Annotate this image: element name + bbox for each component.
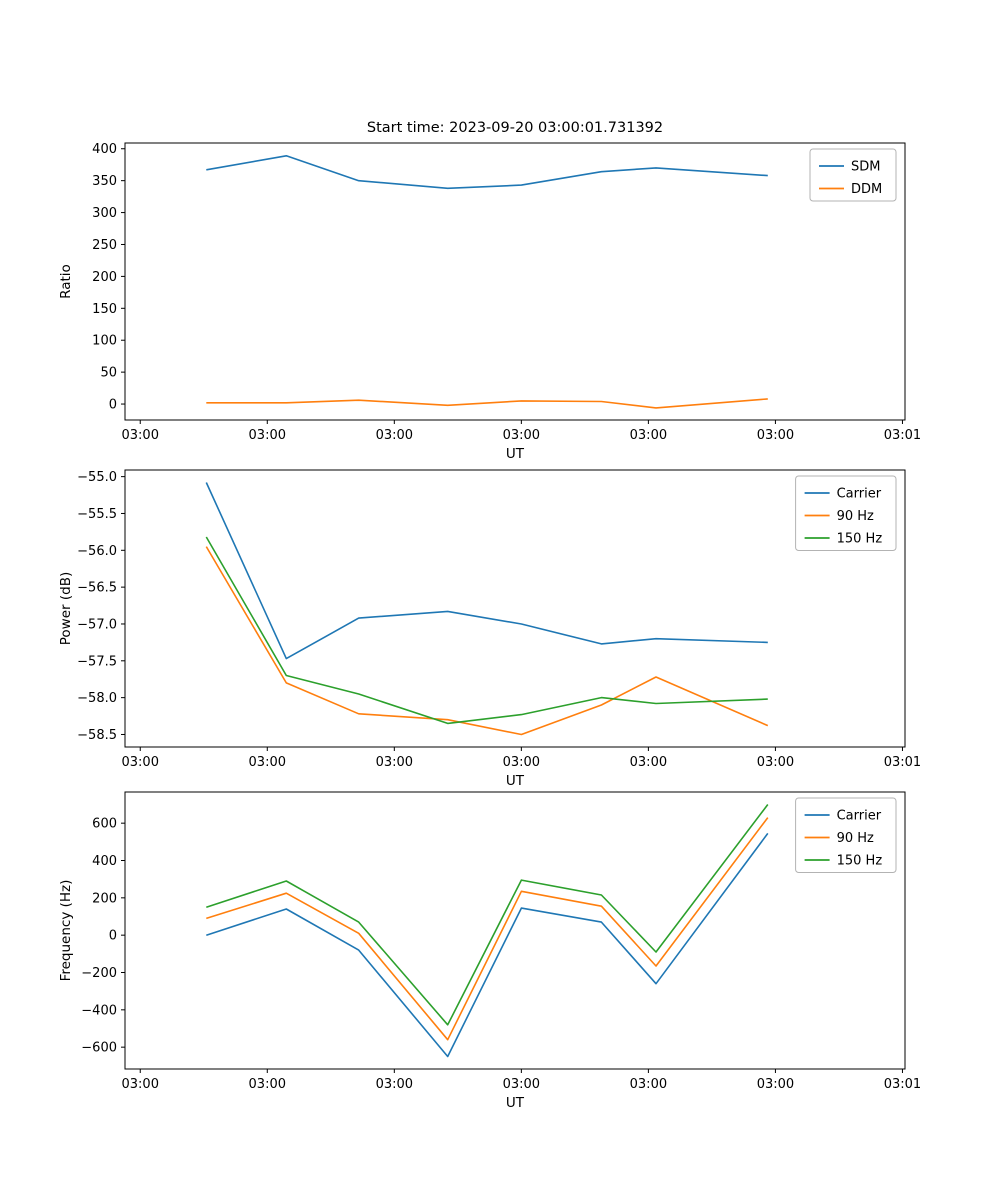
power-plot: 03:00 03:00 03:00 03:00 03:00 03:00 03:01 −58.5… [58,469,921,789]
x-axis-label: UT [506,773,525,789]
series-line-ddm [206,398,768,409]
axes-frame [124,142,906,421]
axes-frame [124,469,906,748]
series-line-sdm [206,155,768,190]
x-tick-label: 03:01 [884,1077,921,1092]
y-axis-label: Ratio [58,264,74,299]
y-tick-label: 50 [100,366,117,381]
y-tick-label: −57.0 [77,617,117,632]
x-tick-label: 03:00 [122,1077,159,1092]
x-axis-label: UT [506,1095,525,1111]
x-tick-label: 03:00 [376,1077,413,1092]
x-tick-label: 03:00 [376,755,413,770]
legend-label: 150 Hz [837,854,883,869]
x-tick-label: 03:00 [503,428,540,443]
axes-frame [124,791,906,1070]
x-tick-label: 03:00 [249,755,286,770]
y-tick-label: −55.5 [77,507,117,522]
x-tick-label: 03:00 [503,1077,540,1092]
series-line-carrier [206,832,769,1058]
x-tick-label: 03:00 [376,428,413,443]
legend-box [795,797,897,873]
y-axis-label: Power (dB) [58,572,74,645]
x-tick-label: 03:00 [630,755,667,770]
x-axis-label: UT [506,446,525,462]
y-axis-label: Frequency (Hz) [58,880,74,982]
y-tick-label: 200 [92,891,117,906]
x-tick-label: 03:00 [503,755,540,770]
y-tick-label: −56.0 [77,544,117,559]
y-tick-label: −400 [81,1003,117,1018]
x-tick-label: 03:01 [884,428,921,443]
series-line-carrier [205,482,768,660]
y-tick-label: −58.0 [77,691,117,706]
series-line-150-hz [205,536,768,725]
x-tick-label: 03:00 [630,428,667,443]
y-tick-label: −55.0 [77,470,117,485]
x-tick-label: 03:01 [884,755,921,770]
series-line-90-hz [206,817,769,1041]
ratio-plot: Start time: 2023-09-20 03:00:01.73139203… [58,120,921,462]
y-tick-label: 150 [92,302,117,317]
y-tick-label: 0 [109,929,117,944]
y-tick-label: 400 [92,854,117,869]
chart-title: Start time: 2023-09-20 03:00:01.731392 [367,120,663,136]
series-line-150-hz [206,804,769,1026]
frequency-plot: 03:00 03:00 03:00 03:00 03:00 03:00 03:01 −600 −… [58,791,921,1111]
x-tick-label: 03:00 [757,1077,794,1092]
y-tick-label: 400 [92,142,117,157]
y-tick-label: 600 [92,817,117,832]
legend: Carrier 90 Hz 150 Hz [795,475,897,551]
y-tick-label: −600 [81,1041,117,1056]
series-line-90-hz [205,546,769,736]
x-tick-label: 03:00 [757,755,794,770]
legend-label: DDM [851,182,882,197]
legend-label: 150 Hz [837,532,883,547]
x-tick-label: 03:00 [757,428,794,443]
legend-label: Carrier [837,809,882,824]
x-tick-label: 03:00 [122,428,159,443]
legend-label: 90 Hz [837,831,874,846]
y-tick-label: 0 [109,398,117,413]
x-tick-label: 03:00 [630,1077,667,1092]
legend-label: 90 Hz [837,509,874,524]
legend-box [795,475,897,551]
x-tick-label: 03:00 [122,755,159,770]
legend-label: Carrier [837,487,882,502]
y-tick-label: −200 [81,966,117,981]
y-tick-label: 250 [92,238,117,253]
y-tick-label: 100 [92,334,117,349]
x-tick-label: 03:00 [249,428,286,443]
legend-label: SDM [851,160,880,175]
y-tick-label: 350 [92,174,117,189]
y-tick-label: −58.5 [77,728,117,743]
y-tick-label: −57.5 [77,654,117,669]
x-tick-label: 03:00 [249,1077,286,1092]
y-tick-label: −56.5 [77,581,117,596]
legend: Carrier 90 Hz 150 Hz [795,797,897,873]
y-tick-label: 200 [92,270,117,285]
y-tick-label: 300 [92,206,117,221]
legend: SDM DDM [809,148,897,202]
